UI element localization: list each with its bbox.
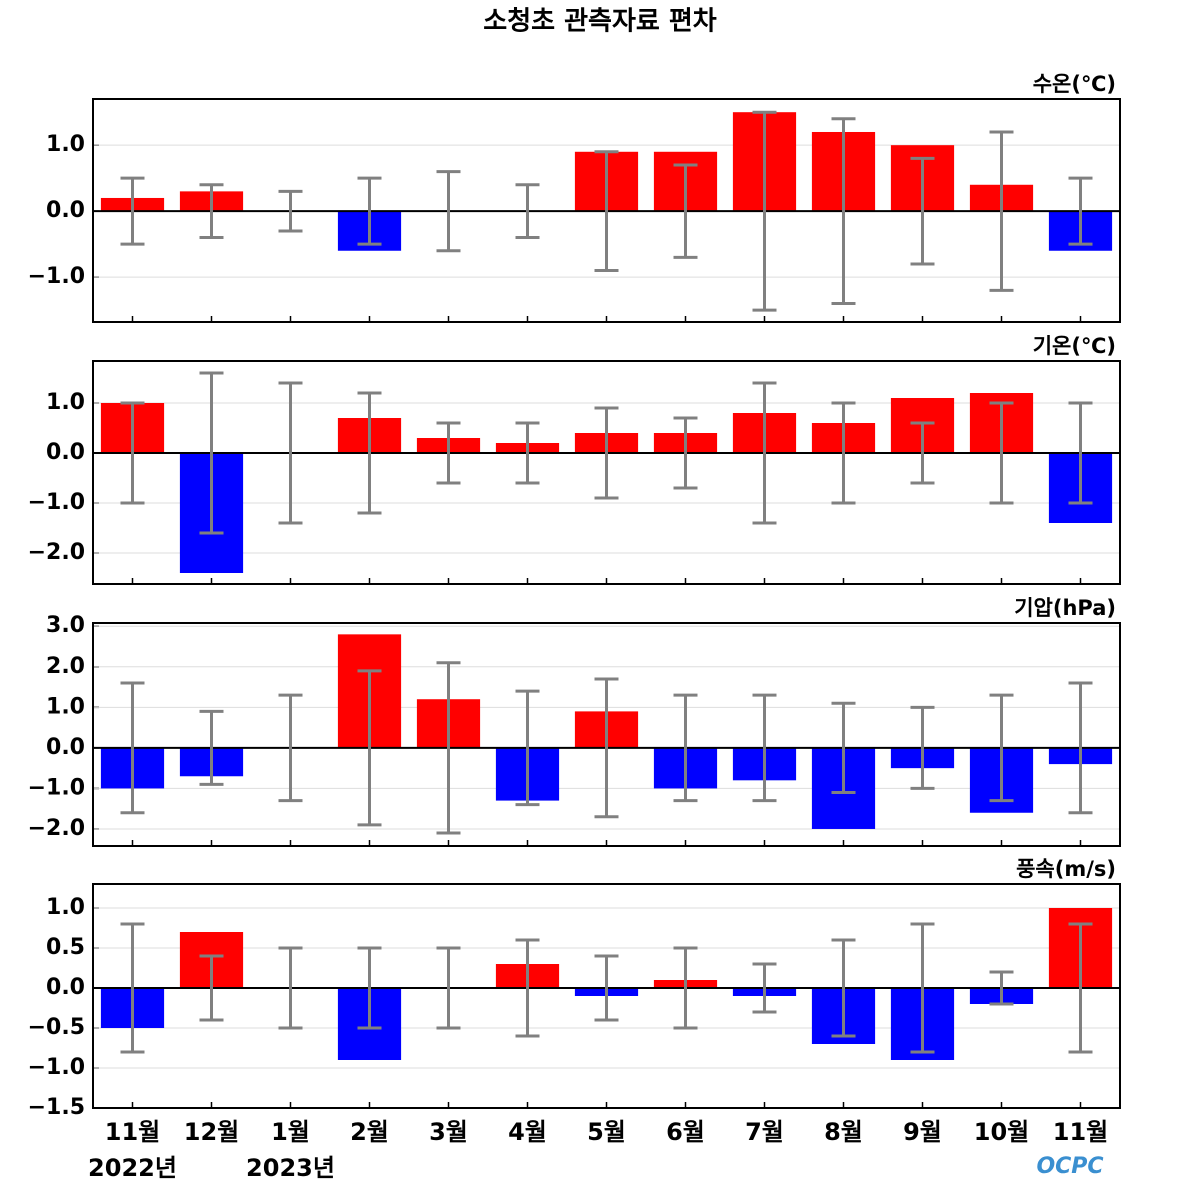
y-tick-label: −2.0 (28, 816, 85, 841)
error-bar (120, 681, 145, 815)
y-tick-label: 1.0 (46, 390, 85, 415)
panel-title: 수온(℃) (1033, 72, 1116, 96)
panel-title: 기온(℃) (1033, 334, 1116, 358)
plot-frame (92, 883, 1121, 1109)
x-tick-label: 1월 (271, 1118, 310, 1146)
x-tick-label: 7월 (745, 1118, 784, 1146)
error-bar (1068, 176, 1093, 246)
error-bar (910, 156, 935, 266)
x-tick-label: 11월 (1053, 1118, 1108, 1146)
y-tick-label: 0.0 (46, 735, 85, 760)
y-tick-label: 0.0 (46, 975, 85, 1000)
x-tick-label: 4월 (508, 1118, 547, 1146)
error-bar (910, 922, 935, 1054)
error-bar (436, 421, 461, 485)
error-bar (673, 946, 698, 1030)
error-bar (752, 693, 777, 803)
y-tick-label: −2.0 (28, 540, 85, 565)
error-bar (515, 689, 540, 807)
logo: OCPC (1036, 1154, 1103, 1179)
error-bar (436, 170, 461, 253)
x-tick-label: 2월 (350, 1118, 389, 1146)
error-bar (673, 163, 698, 259)
error-bar (831, 117, 856, 306)
error-bar (989, 693, 1014, 803)
error-bar (594, 406, 619, 500)
panel-title: 기압(hPa) (1014, 596, 1116, 620)
error-bar (436, 946, 461, 1030)
y-tick-label: −1.5 (28, 1095, 85, 1120)
error-bar (594, 150, 619, 273)
plot-frame (92, 98, 1121, 323)
x-tick-label: 6월 (666, 1118, 705, 1146)
y-tick-label: −1.0 (28, 775, 85, 800)
error-bar (278, 189, 303, 233)
y-tick-label: −1.0 (28, 1055, 85, 1080)
x-tick-label: 10월 (974, 1118, 1029, 1146)
x-tick-label: 3월 (429, 1118, 468, 1146)
chart-title: 소청초 관측자료 편차 (483, 7, 716, 37)
error-bar (989, 970, 1014, 1006)
error-bar (910, 705, 935, 790)
error-bar (989, 401, 1014, 505)
x-tick-label: 12월 (184, 1118, 239, 1146)
y-tick-label: 0.0 (46, 198, 85, 223)
x-tick-label: 5월 (587, 1118, 626, 1146)
plot-frame (92, 622, 1121, 847)
error-bar (989, 130, 1014, 292)
error-bar (594, 954, 619, 1022)
error-bar (199, 371, 224, 535)
y-tick-label: 2.0 (46, 654, 85, 679)
x-tick-label: 9월 (903, 1118, 942, 1146)
error-bar (357, 669, 382, 827)
error-bar (199, 709, 224, 786)
error-bar (673, 416, 698, 490)
plot-frame (92, 360, 1121, 585)
y-tick-label: −0.5 (28, 1015, 85, 1040)
y-tick-label: 0.0 (46, 440, 85, 465)
error-bar (752, 110, 777, 312)
error-bar (278, 693, 303, 803)
error-bar (831, 401, 856, 505)
error-bar (357, 176, 382, 246)
error-bar (673, 693, 698, 803)
error-bar (120, 401, 145, 505)
error-bar (120, 176, 145, 246)
error-bar (199, 183, 224, 240)
y-tick-label: −1.0 (28, 490, 85, 515)
y-tick-label: 0.5 (46, 935, 85, 960)
x-tick-label: 8월 (824, 1118, 863, 1146)
error-bar (436, 661, 461, 835)
x-year-label: 2023년 (246, 1154, 335, 1182)
error-bar (278, 381, 303, 525)
error-bar (357, 391, 382, 515)
error-bar (1068, 922, 1093, 1054)
error-bar (120, 922, 145, 1054)
error-bar (515, 938, 540, 1038)
error-bar (831, 701, 856, 794)
panel-title: 풍속(m/s) (1016, 857, 1116, 881)
x-year-label: 2022년 (88, 1154, 177, 1182)
error-bar (278, 946, 303, 1030)
error-bar (357, 946, 382, 1030)
error-bar (199, 954, 224, 1022)
error-bar (910, 421, 935, 485)
y-tick-label: 1.0 (46, 132, 85, 157)
error-bar (752, 962, 777, 1014)
error-bar (1068, 401, 1093, 505)
y-tick-label: 1.0 (46, 694, 85, 719)
error-bar (594, 677, 619, 819)
error-bar (752, 381, 777, 525)
error-bar (1068, 681, 1093, 815)
y-tick-label: −1.0 (28, 264, 85, 289)
error-bar (515, 421, 540, 485)
x-tick-label: 11월 (105, 1118, 160, 1146)
error-bar (515, 183, 540, 240)
y-tick-label: 1.0 (46, 895, 85, 920)
y-tick-label: 3.0 (46, 613, 85, 638)
error-bar (831, 938, 856, 1038)
